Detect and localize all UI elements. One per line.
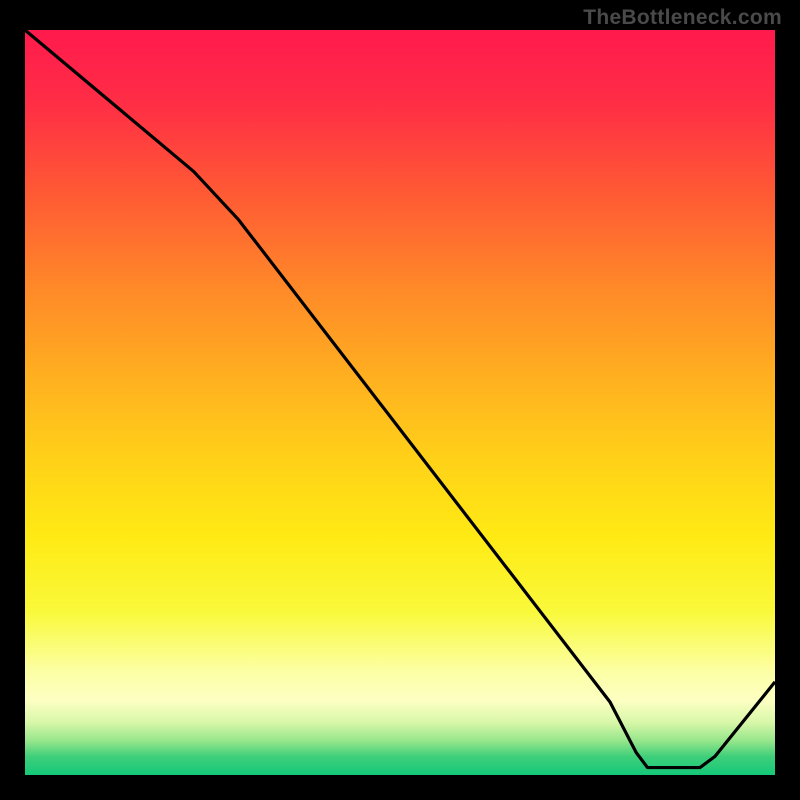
watermark-text: TheBottleneck.com xyxy=(583,6,782,30)
plot-area xyxy=(25,30,775,775)
bottleneck-curve xyxy=(25,30,775,768)
curve-overlay xyxy=(25,30,775,775)
chart-container: { "watermark": { "text": "TheBottleneck.… xyxy=(0,0,800,800)
